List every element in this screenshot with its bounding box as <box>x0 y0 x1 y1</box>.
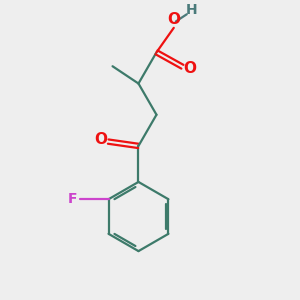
Text: F: F <box>68 192 77 206</box>
Text: O: O <box>94 132 107 147</box>
Text: O: O <box>167 12 180 27</box>
Text: H: H <box>186 3 198 17</box>
Text: O: O <box>183 61 196 76</box>
